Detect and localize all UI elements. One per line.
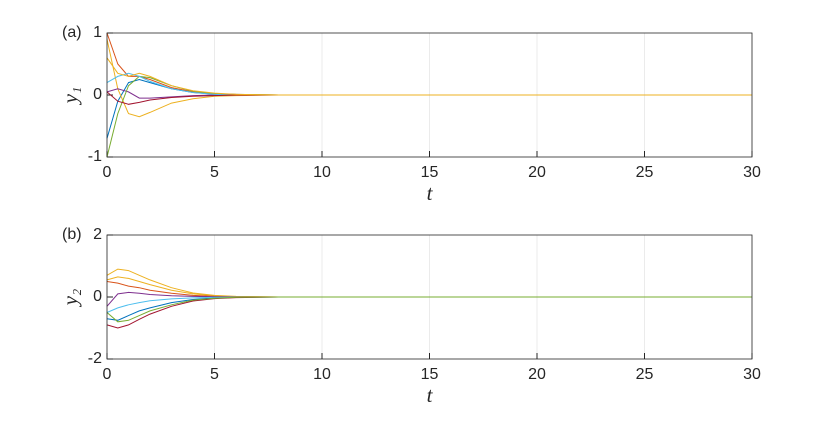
x-tick-label: 20 (528, 164, 546, 181)
axes-box (106, 234, 753, 360)
x-tick-label: 25 (636, 164, 654, 181)
x-tick-label: 15 (421, 164, 439, 181)
y-tick-label: 0 (93, 86, 102, 103)
y-tick-label: 0 (93, 288, 102, 305)
y-axis-label: y₁ (58, 87, 82, 106)
x-tick-label: 30 (743, 164, 761, 181)
x-tick-label: 5 (210, 164, 219, 181)
panel-label: (b) (62, 226, 82, 243)
x-tick-label: 10 (313, 164, 331, 181)
x-tick-label: 0 (103, 366, 112, 383)
axes-box (106, 32, 753, 158)
y-tick-label: -1 (88, 148, 102, 165)
x-tick-label: 5 (210, 366, 219, 383)
x-axis-label: t (427, 383, 434, 407)
x-tick-label: 25 (636, 366, 654, 383)
x-tick-label: 30 (743, 366, 761, 383)
x-tick-label: 10 (313, 366, 331, 383)
x-tick-label: 15 (421, 366, 439, 383)
line-series (106, 296, 752, 323)
line-series (106, 57, 752, 96)
y-tick-label: 1 (93, 24, 102, 41)
x-tick-label: 0 (103, 164, 112, 181)
x-tick-label: 20 (528, 366, 546, 383)
x-axis-label: t (427, 181, 434, 205)
y-tick-label: -2 (88, 350, 102, 367)
panel-label: (a) (62, 24, 82, 41)
y-axis-label: y₂ (58, 289, 82, 308)
y-tick-label: 2 (93, 226, 102, 243)
